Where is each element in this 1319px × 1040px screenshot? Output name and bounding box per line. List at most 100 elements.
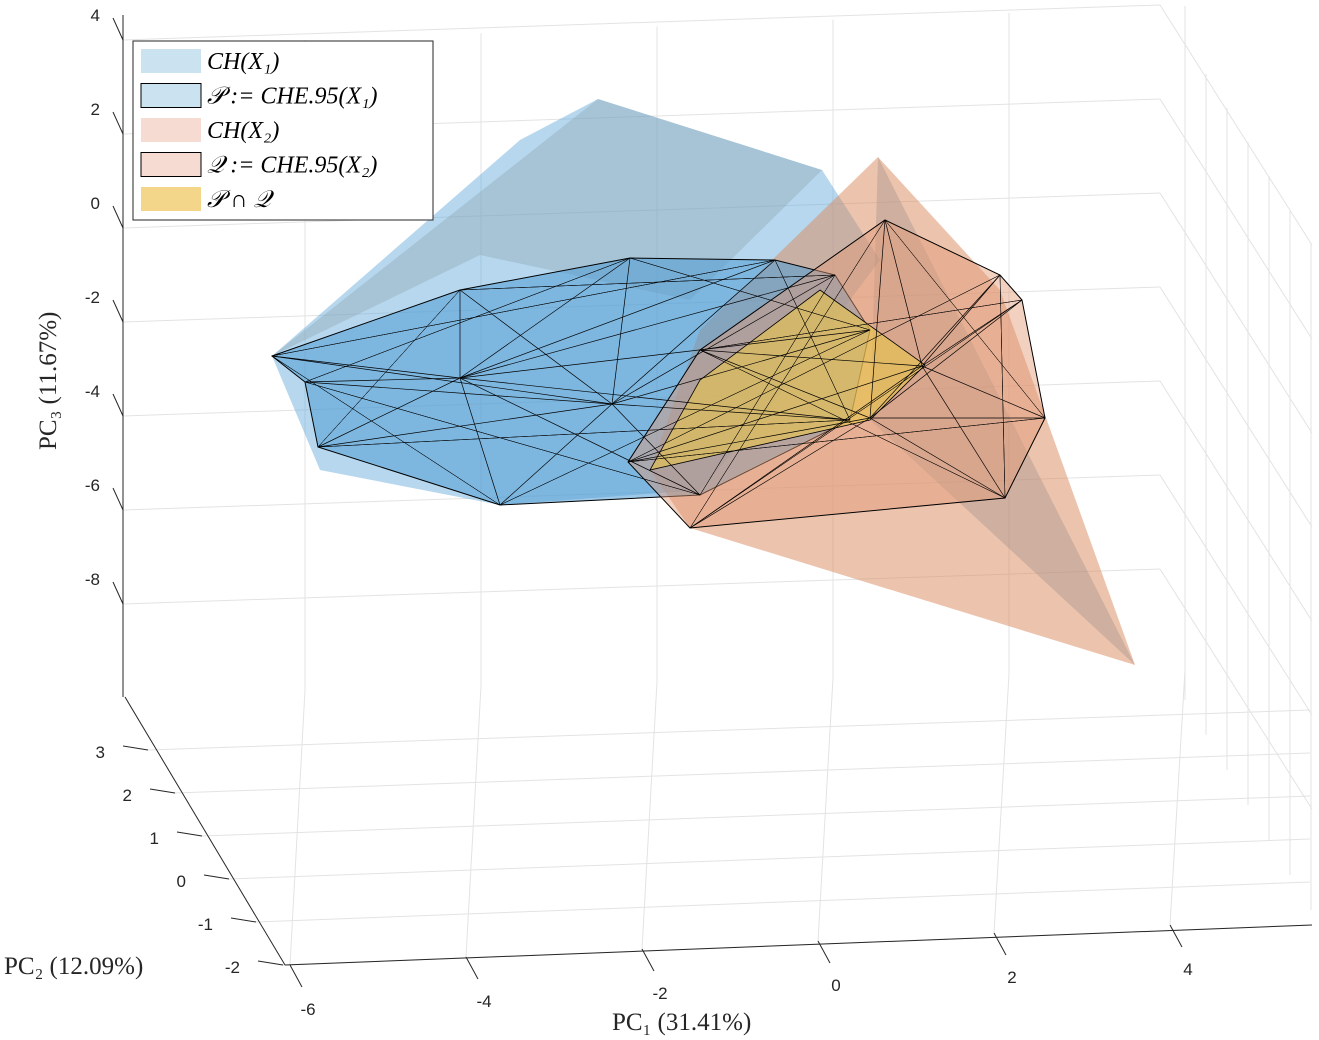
y-tick-label: 2	[123, 786, 132, 805]
p-mesh-edge	[271, 355, 501, 506]
x-tick	[641, 948, 655, 972]
y-gridline-floor	[174, 752, 1311, 794]
q-mesh-edge	[999, 274, 1006, 499]
legend-swatch	[141, 187, 201, 211]
x-tick	[1169, 924, 1183, 948]
ch-x1-face	[480, 99, 690, 300]
q-mesh-edge	[699, 349, 1006, 499]
y-tick	[230, 917, 257, 923]
z-tick	[112, 393, 124, 417]
y-gridline-floor	[201, 795, 1311, 837]
q-mesh-edge	[699, 349, 923, 367]
q-mesh-edge	[627, 417, 871, 463]
p-mesh-edge	[611, 257, 631, 405]
z-tick	[112, 581, 124, 605]
z-tick-label: -8	[85, 570, 100, 589]
q-mesh-edge	[627, 274, 1001, 463]
y-tick	[122, 745, 149, 751]
p-mesh-edge	[304, 377, 461, 383]
p-mesh-edge	[699, 274, 836, 496]
x-tick	[993, 932, 1007, 956]
z-gridline	[122, 4, 1161, 41]
q-mesh-edge	[869, 219, 886, 419]
y-tick	[257, 960, 284, 966]
y-gridline-floor	[147, 709, 1311, 751]
x-tick-label: -2	[652, 984, 667, 1003]
p-mesh-edge	[459, 274, 836, 291]
p-mesh-edge	[611, 403, 701, 496]
p-mesh-edge	[271, 355, 461, 379]
z-tick-label: -6	[85, 476, 100, 495]
ch-x2-face	[870, 157, 1135, 665]
p-mesh-edge	[459, 274, 836, 379]
x-tick	[465, 956, 479, 980]
p-mesh-edge	[317, 403, 613, 448]
x-tick-label: -4	[476, 992, 491, 1011]
z-tick	[112, 17, 124, 41]
p-mesh-edge	[611, 259, 776, 405]
legend-swatch	[141, 49, 201, 73]
q-mesh-edge	[921, 365, 1046, 419]
q-mesh-edge	[627, 365, 923, 463]
q-mesh-edge	[699, 349, 871, 419]
q-mesh-edge	[869, 274, 1001, 419]
p-mesh-edge	[459, 377, 851, 421]
q-mesh-edge	[689, 219, 886, 529]
y-tick	[149, 788, 176, 794]
q-mesh-edge	[689, 299, 1023, 529]
q-mesh-edge	[884, 219, 923, 367]
p-mesh-edge	[611, 274, 836, 405]
z-gridline-side	[1159, 474, 1313, 716]
y-tick	[176, 831, 203, 837]
z-tick-label: -4	[85, 382, 100, 401]
p-mesh-edge	[459, 329, 871, 379]
x-tick	[817, 940, 831, 964]
p-mesh-edge	[317, 419, 851, 448]
x-gridline-floor	[817, 677, 834, 942]
legend: CH(X₁) 𝒫 := CHE.95(X₁) CH(X₂) 𝒬 := CHE.95(X…	[132, 40, 434, 221]
p-mesh-edge	[629, 257, 871, 331]
p-mesh-edge	[317, 289, 461, 448]
legend-swatch	[140, 83, 202, 108]
q-mesh-edge	[921, 274, 1001, 367]
q-mesh-edge	[627, 417, 1046, 463]
x-gridline-floor	[289, 689, 306, 966]
p-mesh-edge	[271, 355, 613, 405]
y-tick-label: -1	[198, 915, 213, 934]
q-mesh-edge	[869, 299, 1023, 419]
q-mesh-edge	[921, 365, 1006, 499]
legend-label: 𝒬 := CHE.95(X₂)	[207, 153, 377, 179]
z-tick	[112, 299, 124, 323]
x-tick-label: 2	[1007, 968, 1016, 987]
legend-label: CH(X₁)	[207, 49, 279, 75]
p-mesh-edge	[317, 377, 461, 448]
x-axis-label: PC₁ (31.41%)	[612, 1009, 751, 1036]
q-mesh-edge	[921, 299, 1023, 367]
p-mesh-edge	[459, 257, 631, 379]
z-tick	[112, 487, 124, 511]
legend-swatch	[140, 152, 202, 177]
p-mesh-edge	[611, 329, 871, 405]
x-gridline-floor	[465, 685, 482, 958]
z-tick-label: 4	[91, 6, 100, 25]
y-tick-label: 0	[177, 872, 186, 891]
p-mesh-edge	[459, 289, 613, 405]
q-mesh-edge	[689, 417, 871, 529]
x-gridline-floor	[641, 681, 658, 950]
p-mesh-edge	[304, 381, 613, 405]
z-gridline-side	[1159, 380, 1313, 622]
y-tick-label: -2	[225, 958, 240, 977]
z-gridline-side	[1159, 192, 1313, 434]
p-mesh-edge	[304, 381, 701, 496]
p-mesh-edge	[271, 259, 776, 357]
x-tick-label: 4	[1183, 960, 1192, 979]
y-gridline-floor	[255, 881, 1311, 923]
legend-label: CH(X₂)	[207, 118, 279, 144]
z-tick	[112, 111, 124, 135]
q-mesh-edge	[689, 365, 923, 529]
y-axis-label: PC₂ (12.09%)	[4, 953, 143, 980]
z-tick-label: 2	[91, 100, 100, 119]
p-intersect-q	[649, 289, 926, 471]
